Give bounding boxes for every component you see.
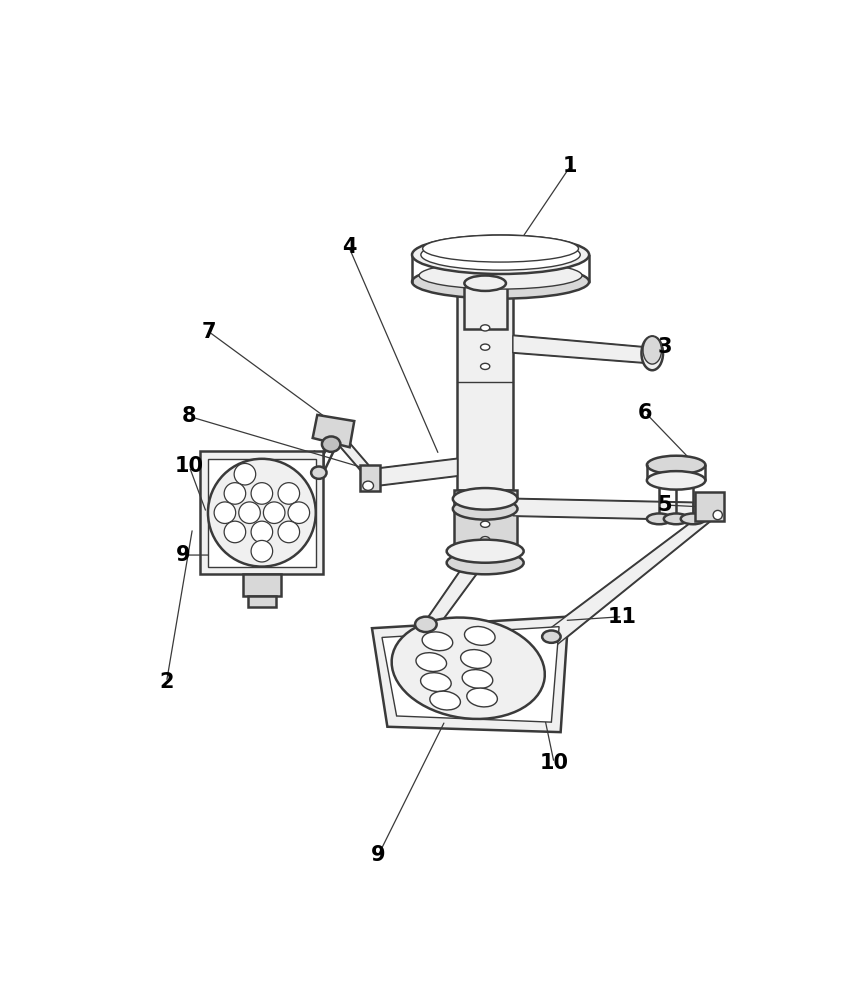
Ellipse shape — [464, 627, 495, 645]
Bar — [201, 451, 323, 574]
Polygon shape — [372, 617, 569, 732]
Text: 6: 6 — [638, 403, 652, 423]
Ellipse shape — [239, 502, 261, 523]
Ellipse shape — [481, 521, 490, 527]
Text: 1: 1 — [563, 156, 578, 176]
Text: 3: 3 — [657, 337, 672, 357]
Ellipse shape — [420, 673, 451, 691]
Bar — [695, 492, 724, 521]
Ellipse shape — [542, 631, 561, 643]
Ellipse shape — [462, 670, 492, 688]
Ellipse shape — [322, 436, 340, 452]
Ellipse shape — [251, 521, 272, 543]
Text: 4: 4 — [342, 237, 356, 257]
Ellipse shape — [363, 481, 374, 490]
Ellipse shape — [251, 483, 272, 504]
Polygon shape — [545, 519, 710, 644]
Ellipse shape — [467, 688, 497, 707]
Ellipse shape — [481, 363, 490, 369]
Ellipse shape — [481, 537, 490, 543]
Ellipse shape — [419, 262, 582, 289]
Ellipse shape — [412, 235, 589, 274]
Ellipse shape — [481, 325, 490, 331]
Polygon shape — [313, 415, 354, 447]
Ellipse shape — [464, 276, 506, 291]
Ellipse shape — [423, 235, 579, 262]
Ellipse shape — [481, 502, 490, 508]
Ellipse shape — [224, 483, 245, 504]
Ellipse shape — [460, 650, 492, 668]
Ellipse shape — [224, 521, 245, 543]
Ellipse shape — [278, 483, 299, 504]
Ellipse shape — [415, 617, 437, 632]
Ellipse shape — [214, 502, 236, 523]
Bar — [360, 465, 380, 491]
Ellipse shape — [430, 691, 460, 710]
Ellipse shape — [713, 510, 722, 520]
Ellipse shape — [453, 498, 518, 520]
Ellipse shape — [641, 336, 663, 370]
Polygon shape — [418, 565, 483, 632]
Text: 5: 5 — [657, 495, 672, 515]
Text: 7: 7 — [201, 322, 216, 342]
Ellipse shape — [392, 618, 545, 719]
Ellipse shape — [311, 466, 327, 479]
Polygon shape — [376, 459, 458, 486]
Text: 9: 9 — [175, 545, 190, 565]
Polygon shape — [382, 627, 559, 722]
Text: 2: 2 — [159, 672, 173, 692]
Ellipse shape — [251, 540, 272, 562]
Ellipse shape — [420, 239, 580, 270]
Bar — [464, 283, 507, 329]
Text: 10: 10 — [175, 456, 204, 477]
Ellipse shape — [643, 336, 662, 364]
Ellipse shape — [647, 513, 672, 524]
Bar — [208, 459, 316, 567]
Text: 8: 8 — [182, 406, 196, 426]
Bar — [453, 490, 517, 551]
Bar — [458, 289, 513, 490]
Bar — [243, 574, 281, 596]
Polygon shape — [513, 499, 693, 520]
Text: 9: 9 — [371, 845, 386, 865]
Ellipse shape — [481, 344, 490, 350]
Ellipse shape — [647, 456, 706, 474]
Bar — [248, 596, 276, 607]
Ellipse shape — [278, 521, 299, 543]
Ellipse shape — [234, 463, 255, 485]
Ellipse shape — [263, 502, 285, 523]
Ellipse shape — [681, 513, 706, 524]
Text: 11: 11 — [608, 607, 637, 627]
Ellipse shape — [647, 471, 706, 490]
Ellipse shape — [288, 502, 310, 523]
Ellipse shape — [447, 540, 524, 563]
Polygon shape — [335, 426, 368, 479]
Text: 10: 10 — [540, 753, 569, 773]
Ellipse shape — [422, 632, 453, 651]
Ellipse shape — [208, 459, 316, 567]
Ellipse shape — [416, 653, 447, 671]
Ellipse shape — [453, 488, 518, 510]
Ellipse shape — [664, 513, 689, 524]
Ellipse shape — [447, 551, 524, 574]
Ellipse shape — [412, 265, 589, 299]
Polygon shape — [513, 336, 643, 363]
